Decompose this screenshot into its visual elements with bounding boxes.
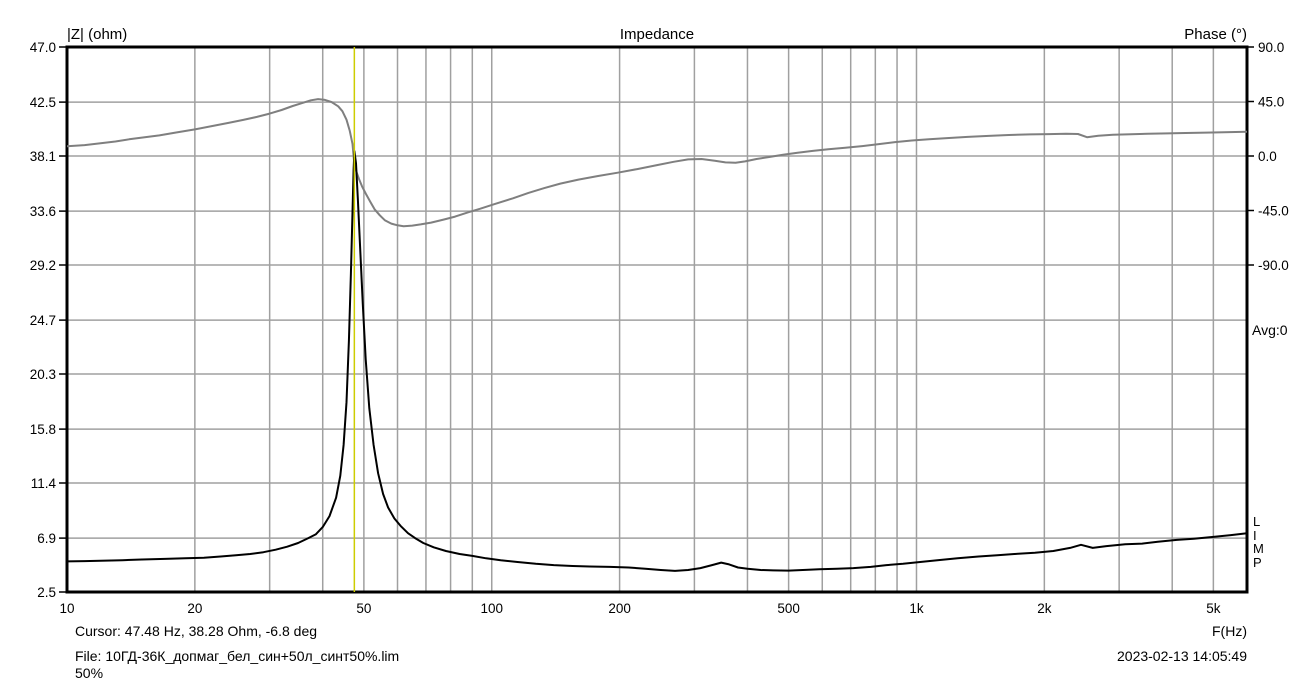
right-axis-tick-label: 90.0 (1258, 40, 1284, 55)
limp-logo-letter: L (1253, 514, 1261, 529)
left-axis-tick-label: 20.3 (30, 367, 56, 382)
left-axis-tick-label: 29.2 (30, 258, 56, 273)
right-axis-tick-label: -90.0 (1258, 258, 1289, 273)
right-axis-tick-label: 0.0 (1258, 149, 1277, 164)
left-axis-tick-label: 47.0 (30, 40, 56, 55)
left-axis-tick-label: 38.1 (30, 149, 56, 164)
x-axis-tick-label: 50 (356, 601, 371, 616)
left-axis-tick-label: 6.9 (37, 531, 56, 546)
right-axis-title: Phase (°) (1184, 26, 1247, 43)
left-axis-tick-label: 15.8 (30, 422, 56, 437)
x-axis-tick-label: 100 (480, 601, 503, 616)
cursor-readout: Cursor: 47.48 Hz, 38.28 Ohm, -6.8 deg (75, 623, 318, 639)
limp-logo-letter: M (1253, 541, 1264, 556)
limp-logo-letter: I (1253, 527, 1257, 543)
x-axis-tick-label: 10 (59, 601, 74, 616)
x-axis-tick-label: 500 (777, 601, 800, 616)
x-axis-tick-label: 5k (1206, 601, 1221, 616)
limp-logo: L I M P (1253, 515, 1264, 569)
impedance-curve (67, 150, 1247, 572)
right-axis-tick-label: 45.0 (1258, 95, 1284, 110)
limp-logo-letter: P (1253, 554, 1262, 570)
left-axis-tick-label: 33.6 (30, 204, 56, 219)
left-axis-tick-label: 11.4 (31, 476, 57, 491)
plot-frame (65, 45, 1249, 594)
datetime-readout: 2023-02-13 14:05:49 (1117, 648, 1247, 664)
x-axis-tick-label: 1k (909, 601, 924, 616)
file-name-readout: File: 10ГД-36К_допмаг_бел_син+50л_синт50… (75, 648, 400, 664)
right-axis-tick-label: -45.0 (1258, 204, 1289, 219)
progress-readout: 50% (75, 665, 104, 681)
left-axis-title: |Z| (ohm) (67, 26, 128, 43)
left-axis-tick-label: 24.7 (30, 313, 56, 328)
x-axis-tick-label: 20 (187, 601, 202, 616)
x-axis-tick-label: 2k (1037, 601, 1052, 616)
left-axis-tick-label: 42.5 (30, 95, 56, 110)
x-axis-tick-label: 200 (608, 601, 631, 616)
averages-readout: Avg:0 (1252, 322, 1288, 338)
chart-title: Impedance (619, 26, 695, 43)
left-axis-tick-label: 2.5 (37, 585, 56, 600)
phase-curve (67, 98, 1247, 228)
x-axis-title: F(Hz) (1212, 623, 1247, 639)
